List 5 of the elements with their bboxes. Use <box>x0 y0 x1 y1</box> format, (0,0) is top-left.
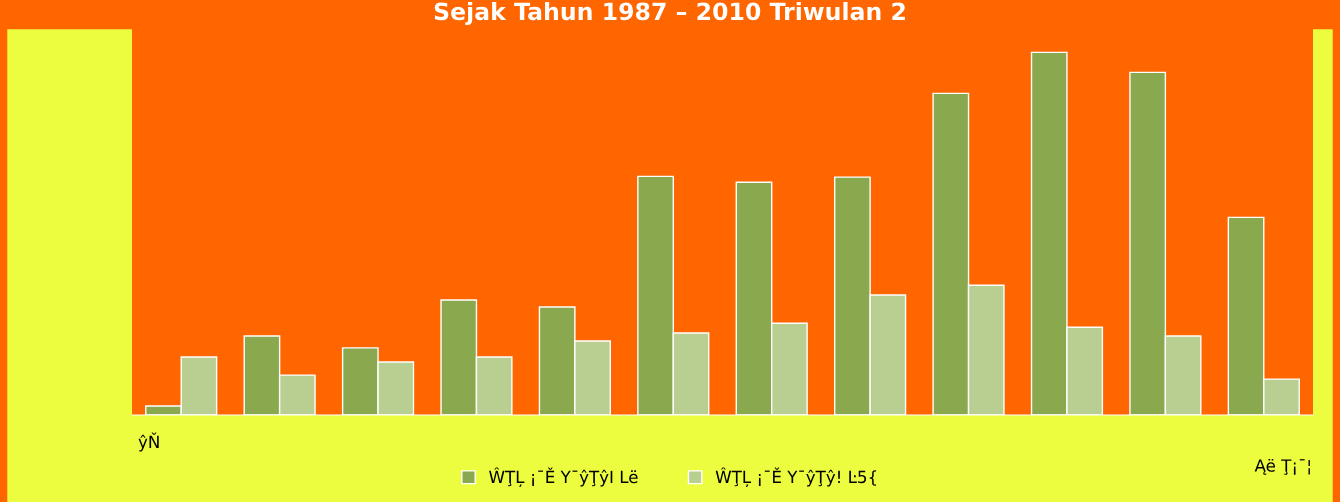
legend-label: ŴŢĻ ¡¯Ě Y¯ŷŢŷI Lë <box>489 467 638 487</box>
chart-title: Sejak Tahun 1987 – 2010 Triwulan 2 <box>434 2 905 26</box>
text: ŷŇ <box>138 432 159 452</box>
text: Ąë Ţ¡¯¦ <box>1254 458 1310 475</box>
legend-label: ŴŢĻ ¡¯Ě Y¯ŷŢŷ! Ŀ5{ <box>715 467 877 487</box>
